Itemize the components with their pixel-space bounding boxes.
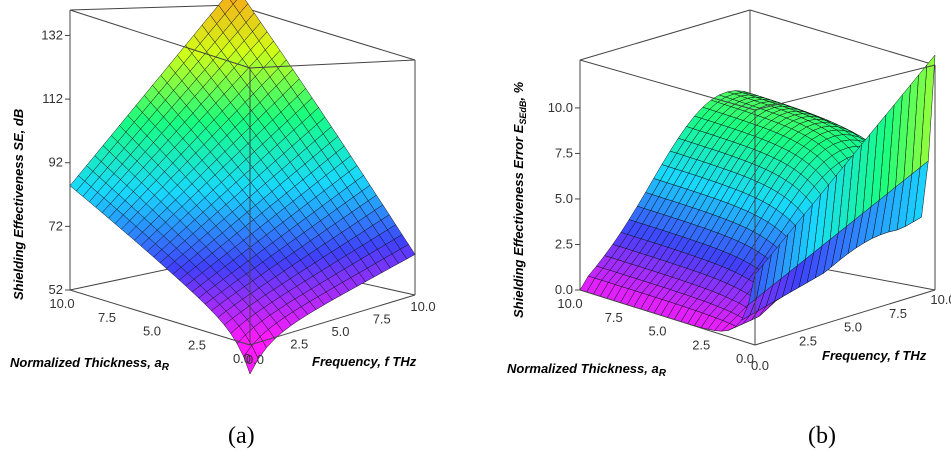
panel-a-z-axis-title: Shielding Effectiveness SE, dB [11, 109, 26, 300]
panel-b-z-tick: 5.0 [555, 191, 573, 206]
panel-a-x-axis-title: Normalized Thickness, aR [10, 355, 170, 373]
panel-b-y-tick: 2.5 [799, 333, 817, 348]
panel-a-origin-tick: 0.0 [246, 352, 264, 367]
panel-b: 0.0 2.5 5.0 7.5 10.0 10.0 7.5 5.0 2.5 0.0 2.5 5.0 7.… [507, 9, 951, 449]
surface-b-cell [747, 264, 764, 306]
panel-b-z-axis-title: Shielding Effectiveness Error ESEdB, % [511, 81, 528, 318]
surface-a-cell [243, 345, 259, 375]
panel-b-label: (b) [808, 423, 836, 449]
panel-a-y-tick: 7.5 [373, 312, 391, 327]
panel-a-x-tick: 2.5 [188, 337, 206, 352]
panel-a-y-axis-title: Frequency, f THz [312, 354, 417, 369]
panel-b-z-tick: 7.5 [555, 145, 573, 160]
panel-a-x-tick: 7.5 [98, 310, 116, 325]
panel-a-z-tick: 92 [49, 155, 63, 170]
panel-b-x-axis-title: Normalized Thickness, aR [507, 361, 667, 379]
panel-b-surface [579, 54, 936, 332]
panel-b-y-tick: 10.0 [930, 292, 951, 307]
panel-b-ticks: 0.0 2.5 5.0 7.5 10.0 10.0 7.5 5.0 2.5 0.0 2.5 5.0 7.… [548, 100, 951, 373]
panel-a-z-tick: 72 [49, 218, 63, 233]
panel-b-x-tick: 0.0 [736, 351, 754, 366]
panel-b-x-tick: 2.5 [692, 337, 710, 352]
panel-a-surface [69, 0, 416, 375]
panel-a: 52 72 92 112 132 10.0 7.5 5.0 2.5 0.0 2.5 5.0 7.5 10.… [10, 0, 436, 449]
panel-a-y-tick: 10.0 [410, 299, 435, 314]
panel-b-y-tick: 5.0 [844, 320, 862, 335]
panel-a-z-tick: 132 [41, 27, 63, 42]
panel-a-z-tick: 52 [49, 282, 63, 297]
panel-b-x-tick: 5.0 [648, 324, 666, 339]
panel-b-x-tick: 7.5 [605, 310, 623, 325]
panel-a-y-tick: 5.0 [331, 324, 349, 339]
panel-a-box-front [69, 9, 416, 346]
panel-b-box-front [579, 59, 936, 346]
panel-b-y-axis-title: Frequency, f THz [822, 348, 927, 363]
panel-a-y-tick: 2.5 [290, 337, 308, 352]
panel-a-ticks: 52 72 92 112 132 10.0 7.5 5.0 2.5 0.0 2.5 5.0 7.5 10.… [41, 27, 435, 367]
panel-b-x-tick: 10.0 [557, 296, 582, 311]
panel-b-z-tick: 0.0 [555, 282, 573, 297]
panel-a-label: (a) [228, 423, 255, 449]
panel-a-x-tick: 5.0 [143, 324, 161, 339]
panel-b-origin-tick: 0.0 [751, 358, 769, 373]
surface-a-cell [229, 0, 238, 5]
panel-b-z-tick: 2.5 [555, 236, 573, 251]
panel-b-y-tick: 7.5 [889, 306, 907, 321]
panel-a-z-tick: 112 [42, 91, 63, 106]
panel-a-x-tick: 10.0 [49, 296, 74, 311]
panel-b-z-tick: 10.0 [548, 100, 573, 115]
panel-a-x-tick: 0.0 [233, 351, 251, 366]
